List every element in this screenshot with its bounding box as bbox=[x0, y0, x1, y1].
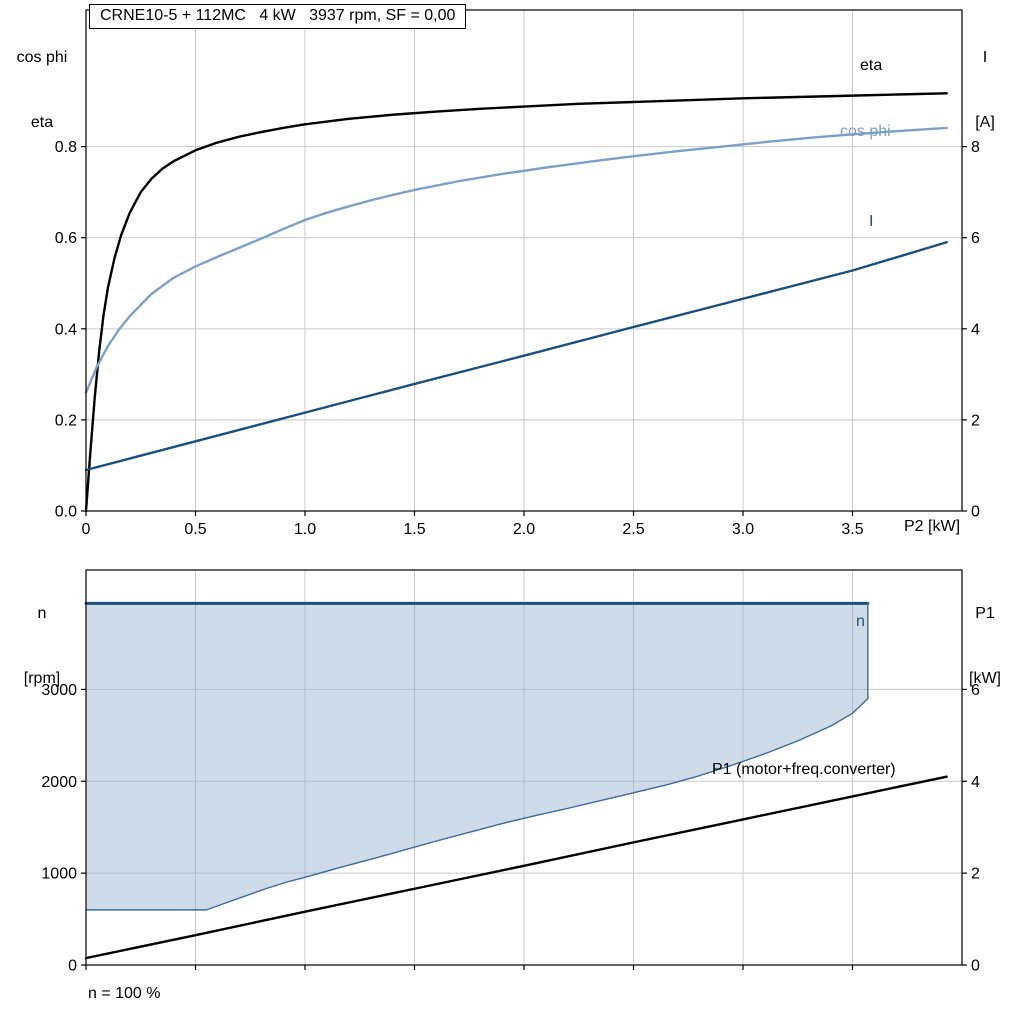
chart-title: CRNE10-5 + 112MC 4 kW 3937 rpm, SF = 0,0… bbox=[89, 4, 467, 29]
axis-label-eta: eta bbox=[30, 113, 54, 131]
left-tick-label: 0.4 bbox=[55, 321, 77, 338]
curve-eta bbox=[84, 92, 948, 513]
right-tick-label: 0 bbox=[971, 958, 980, 975]
current-curve-label: I bbox=[869, 213, 874, 230]
p1-curve-label: P1 (motor+freq.converter) bbox=[712, 761, 896, 778]
left-tick-label: 0.2 bbox=[55, 412, 77, 429]
cos-phi-curve-label: cos phi bbox=[840, 123, 891, 140]
speed-operating-range-area bbox=[86, 603, 868, 910]
axis-label-kw-unit: [kW] bbox=[969, 669, 1001, 687]
left-tick-label: 0.8 bbox=[55, 139, 77, 156]
speed-power-chart: 0 1000 2000 3000 0 2 4 6 bbox=[41, 569, 980, 975]
bottom-right-axis-title: P1 [kW] bbox=[956, 560, 1014, 733]
left-tick-label: 0 bbox=[68, 958, 77, 975]
axis-label-ampere-unit: [A] bbox=[975, 113, 995, 131]
x-tick-label: 1.5 bbox=[403, 521, 425, 538]
right-tick-label: 6 bbox=[971, 682, 980, 699]
x-tick-label: 0 bbox=[82, 521, 91, 538]
curve-n-min-boundary bbox=[85, 602, 869, 911]
curve-i bbox=[84, 241, 948, 472]
right-tick-label: 0 bbox=[971, 504, 980, 521]
right-tick-label: 6 bbox=[971, 230, 980, 247]
axis-label-rpm-unit: [rpm] bbox=[23, 669, 61, 687]
speed-curve-label: n bbox=[856, 613, 865, 630]
right-tick-label: 8 bbox=[971, 139, 980, 156]
curve-p1-motor-freq-converter- bbox=[84, 775, 948, 960]
eta-curve-label: eta bbox=[860, 57, 883, 74]
x-tick-label: 1.0 bbox=[294, 521, 316, 538]
x-tick-label: 3.0 bbox=[732, 521, 754, 538]
speed-percentage-footnote: n = 100 % bbox=[88, 985, 161, 1002]
right-tick-label: 4 bbox=[971, 321, 980, 338]
left-tick-label: 2000 bbox=[41, 774, 77, 791]
bottom-left-axis-title: n [rpm] bbox=[6, 560, 78, 733]
axis-label-current: I bbox=[982, 49, 988, 67]
axis-label-cos-phi: cos phi bbox=[16, 49, 68, 67]
x-tick-label: 3.5 bbox=[841, 521, 863, 538]
x-tick-label: 0.5 bbox=[184, 521, 206, 538]
axis-label-p1: P1 bbox=[975, 605, 995, 623]
x-tick-label: 2.0 bbox=[513, 521, 535, 538]
axis-label-speed: n bbox=[37, 605, 47, 623]
right-tick-label: 4 bbox=[971, 774, 980, 791]
x-tick-label: 2.5 bbox=[622, 521, 644, 538]
left-tick-label: 0.0 bbox=[55, 504, 77, 521]
right-tick-label: 2 bbox=[971, 866, 980, 883]
top-left-axis-title: cos phi eta bbox=[4, 4, 80, 177]
left-tick-label: 0.6 bbox=[55, 230, 77, 247]
top-right-axis-title: I [A] bbox=[956, 4, 1014, 177]
curve-cos-phi bbox=[84, 126, 948, 394]
motor-performance-chart: 0 0.5 1.0 1.5 2.0 2.5 3.0 3.5 0.0 0.2 0.4 0.6 0.8 0 2 4… bbox=[55, 9, 980, 538]
left-tick-label: 3000 bbox=[41, 682, 77, 699]
right-tick-label: 2 bbox=[971, 412, 980, 429]
x-axis-title: P2 [kW] bbox=[904, 518, 961, 535]
left-tick-label: 1000 bbox=[41, 866, 77, 883]
